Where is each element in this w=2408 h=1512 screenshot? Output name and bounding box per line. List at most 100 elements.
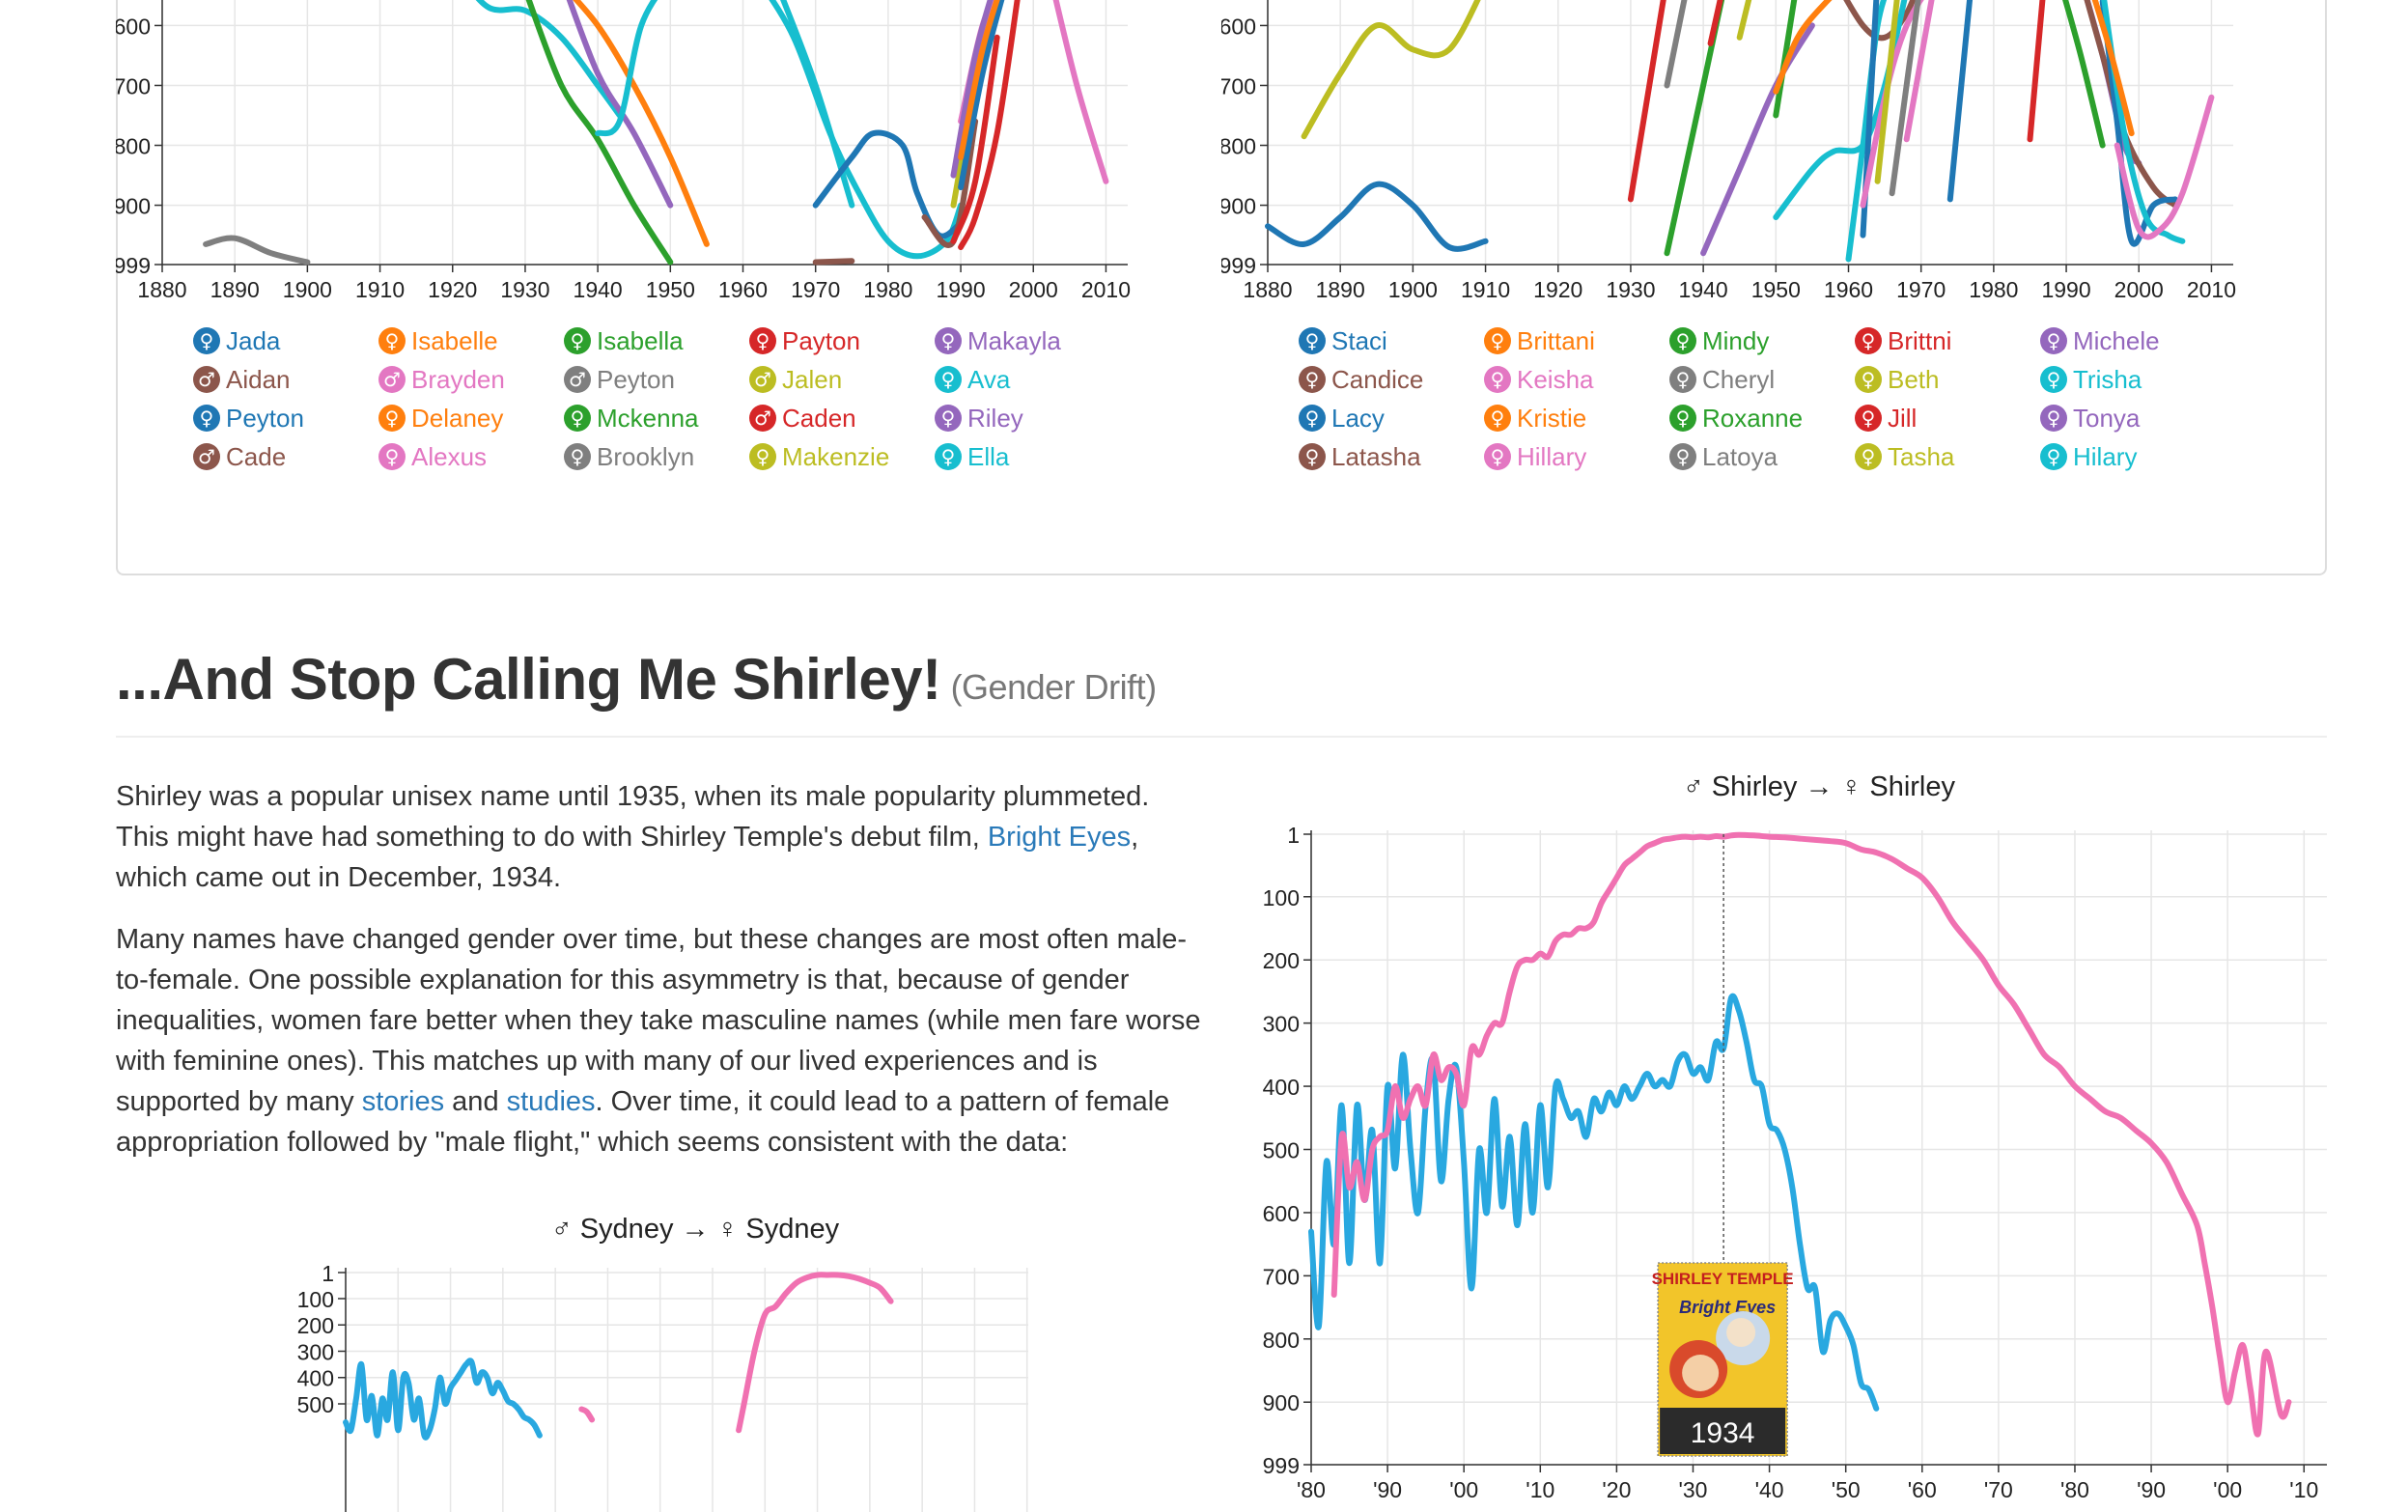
section-heading: ...And Stop Calling Me Shirley! (Gender D… — [116, 645, 1157, 714]
shirley-chart: 1100200300400500600700800900999'80'90'00… — [1263, 771, 2327, 1502]
legend-item[interactable]: ♀ Beth — [1855, 360, 1940, 399]
x-tick-label: '80 — [2060, 1477, 2089, 1502]
legend-label: Lacy — [1331, 404, 1385, 433]
series-line-jada — [958, 0, 1005, 190]
studies-link[interactable]: studies — [506, 1086, 596, 1117]
x-tick-label: 1880 — [1243, 277, 1292, 302]
poster-face-right-skin — [1726, 1318, 1756, 1347]
legend-label: Kristie — [1517, 404, 1587, 433]
legend-item[interactable]: ♀ Ella — [935, 437, 1009, 476]
legend-item[interactable]: ♀ Hilary — [2040, 437, 2137, 476]
poster-title-text: SHIRLEY TEMPLE — [1652, 1270, 1794, 1288]
legend-item[interactable]: ♀ Ava — [935, 360, 1010, 399]
female-icon: ♀ — [1484, 443, 1511, 470]
legend-item[interactable]: ♂ Aidan — [193, 360, 291, 399]
legend-item[interactable]: ♀ Cheryl — [1669, 360, 1775, 399]
legend-item[interactable]: ♂ Peyton — [564, 360, 675, 399]
legend-item[interactable]: ♀ Makenzie — [749, 437, 889, 476]
legend-item[interactable]: ♀ Keisha — [1484, 360, 1594, 399]
legend-label: Latasha — [1331, 442, 1421, 471]
female-icon: ♀ — [935, 405, 962, 432]
series-line--sydney — [736, 1272, 894, 1434]
legend-label: Payton — [782, 326, 860, 355]
legend-label: Latoya — [1702, 442, 1778, 471]
legend-item[interactable]: ♀ Isabella — [564, 322, 684, 360]
legend-item[interactable]: ♀ Lacy — [1299, 399, 1385, 437]
x-tick-label: 1960 — [1824, 277, 1873, 302]
stories-link[interactable]: stories — [361, 1086, 445, 1117]
legend-item[interactable]: ♀ Tonya — [2040, 399, 2140, 437]
legend-item[interactable]: ♀ Tasha — [1855, 437, 1954, 476]
male-icon: ♂ — [564, 366, 591, 393]
legend-item[interactable]: ♀ Alexus — [378, 437, 487, 476]
legend-item[interactable]: ♀ Trisha — [2040, 360, 2142, 399]
female-icon: ♀ — [378, 327, 406, 354]
legend-item[interactable]: ♂ Jalen — [749, 360, 842, 399]
legend-item[interactable]: ♀ Mckenna — [564, 399, 699, 437]
y-tick-label: 800 — [116, 134, 151, 159]
legend-item[interactable]: ♀ Hillary — [1484, 437, 1586, 476]
y-tick-label: 500 — [1263, 1138, 1300, 1163]
x-tick-label: '30 — [1678, 1477, 1707, 1502]
series-line-delaney — [573, 0, 710, 247]
legend-item[interactable]: ♀ Delaney — [378, 399, 503, 437]
x-tick-label: 1990 — [936, 277, 985, 302]
female-icon: ♀ — [1855, 327, 1882, 354]
legend-item[interactable]: ♀ Latasha — [1299, 437, 1421, 476]
female-icon: ♀ — [564, 327, 591, 354]
legend-item[interactable]: ♀ Roxanne — [1669, 399, 1803, 437]
legend-item[interactable]: ♀ Kristie — [1484, 399, 1586, 437]
female-icon: ♀ — [1855, 405, 1882, 432]
series-line-tonya — [1700, 22, 1815, 257]
x-tick-label: 1920 — [428, 277, 477, 302]
legend-label: Caden — [782, 404, 856, 433]
legend-item[interactable]: ♀ Peyton — [193, 399, 304, 437]
x-tick-label: 1910 — [355, 277, 405, 302]
series-line-brittni — [2027, 0, 2046, 143]
legend-item[interactable]: ♀ Staci — [1299, 322, 1387, 360]
x-tick-label: 1940 — [1679, 277, 1728, 302]
para1-text-b: , which came out in December, 1934. — [116, 822, 1139, 893]
series-line-jill — [1707, 0, 1723, 46]
female-icon: ♀ — [935, 327, 962, 354]
legend-item[interactable]: ♂ Brayden — [378, 360, 505, 399]
grid — [1310, 830, 2327, 1466]
y-tick-label: 100 — [297, 1287, 334, 1312]
legend-item[interactable]: ♀ Michele — [2040, 322, 2160, 360]
axes: 1100200300400500600700800900999'80'90'00… — [1263, 823, 2327, 1502]
legend-item[interactable]: ♂ Caden — [749, 399, 856, 437]
x-tick-label: '00 — [1449, 1477, 1478, 1502]
legend-item[interactable]: ♀ Jada — [193, 322, 280, 360]
bright-eyes-poster: SHIRLEY TEMPLE Bright Eyes 1934 — [1652, 1262, 1794, 1457]
legend-item[interactable]: ♀ Brittani — [1484, 322, 1595, 360]
legend-item[interactable]: ♂ Cade — [193, 437, 286, 476]
x-tick-label: 1990 — [2041, 277, 2090, 302]
legend-label: Mckenna — [597, 404, 699, 433]
legend-item[interactable]: ♀ Brooklyn — [564, 437, 694, 476]
legend-item[interactable]: ♀ Makayla — [935, 322, 1061, 360]
series-line-roxanne — [1773, 0, 1798, 119]
series-line--sydney-early — [578, 1406, 596, 1423]
legend-item[interactable]: ♀ Brittni — [1855, 322, 1951, 360]
legend-item[interactable]: ♀ Riley — [935, 399, 1023, 437]
legend-item[interactable]: ♀ Isabelle — [378, 322, 498, 360]
female-icon: ♀ — [1299, 327, 1326, 354]
legend-label: Mindy — [1702, 326, 1770, 355]
poster-year-band — [1660, 1408, 1786, 1454]
y-tick-label: 1 — [1287, 823, 1300, 848]
female-icon: ♀ — [749, 443, 776, 470]
series-line-aidan — [812, 258, 855, 266]
legend-item[interactable]: ♀ Jill — [1855, 399, 1917, 437]
grid — [345, 1268, 1028, 1512]
legend-item[interactable]: ♀ Candice — [1299, 360, 1423, 399]
legend-item[interactable]: ♀ Mindy — [1669, 322, 1769, 360]
y-tick-label: 800 — [1263, 1328, 1300, 1353]
legend-item[interactable]: ♀ Latoya — [1669, 437, 1778, 476]
series-line-makayla — [950, 0, 994, 179]
legend-item[interactable]: ♀ Payton — [749, 322, 860, 360]
series-line-brittani — [1627, 0, 1666, 203]
bright-eyes-link[interactable]: Bright Eyes — [987, 822, 1132, 853]
legend-label: Jalen — [782, 365, 843, 394]
legend-label: Brayden — [411, 365, 505, 394]
